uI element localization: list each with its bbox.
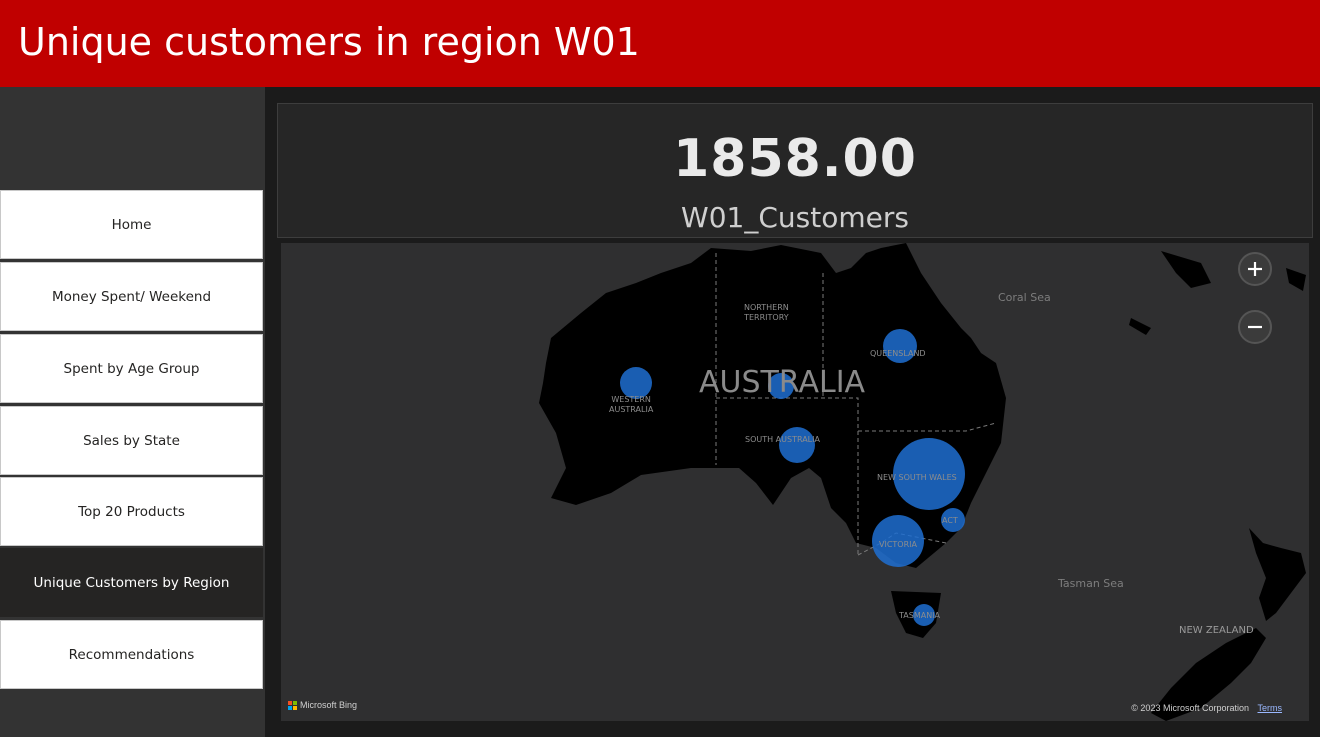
new-zealand-south-island	[1151, 628, 1266, 721]
bubble-tasmania	[913, 604, 935, 626]
page-title: Unique customers in region W01	[18, 20, 640, 64]
label-south-australia: SOUTH AUSTRALIA	[745, 435, 820, 444]
australia-landmass	[539, 243, 1006, 568]
nav-button-recommendations[interactable]: Recommendations	[0, 620, 263, 689]
label-coral-sea: Coral Sea	[998, 291, 1051, 304]
label-australia: AUSTRALIA	[699, 365, 866, 400]
nav-button-money-spent-weekend[interactable]: Money Spent/ Weekend	[0, 262, 263, 331]
bubble-queensland	[883, 329, 917, 363]
bing-label: Microsoft Bing	[300, 700, 358, 710]
papua-landmass	[1161, 251, 1211, 288]
microsoft-logo-icon	[288, 700, 297, 710]
nav-button-spent-by-age-group[interactable]: Spent by Age Group	[0, 334, 263, 403]
plus-icon	[1248, 262, 1262, 276]
map-attribution: © 2023 Microsoft Corporation Terms	[1131, 703, 1282, 713]
label-act: ACT	[942, 516, 958, 525]
map-canvas	[539, 243, 1306, 721]
kpi-label: W01_Customers	[681, 201, 909, 234]
label-northern-territory: NORTHERN TERRITORY	[744, 303, 789, 322]
bing-logo: Microsoft Bing	[288, 700, 357, 710]
bubble-act	[941, 508, 965, 532]
zoom-out-button[interactable]	[1238, 310, 1272, 344]
nav-button-home[interactable]: Home	[0, 190, 263, 259]
minus-icon	[1248, 325, 1262, 329]
label-new-zealand: NEW ZEALAND	[1179, 625, 1254, 636]
label-queensland: QUEENSLAND	[870, 349, 926, 358]
label-tasman-sea: Tasman Sea	[1058, 577, 1124, 590]
island-chain	[1129, 318, 1151, 335]
nav-button-unique-customers-by-region[interactable]: Unique Customers by Region	[0, 548, 263, 617]
map-visual[interactable]: NORTHERN TERRITORY QUEENSLAND WESTERN AU…	[281, 243, 1309, 721]
new-zealand-north-island	[1249, 528, 1306, 621]
label-tasmania: TASMANIA	[899, 611, 941, 620]
label-new-south-wales: NEW SOUTH WALES	[877, 473, 957, 482]
report-header: Unique customers in region W01	[0, 0, 1320, 87]
copyright-text: © 2023 Microsoft Corporation	[1131, 703, 1249, 713]
terms-link[interactable]: Terms	[1257, 703, 1283, 713]
nav-button-top-20-products[interactable]: Top 20 Products	[0, 477, 263, 546]
bubble-northern-territory	[768, 373, 794, 399]
bubble-victoria	[872, 515, 924, 567]
label-western-australia: WESTERN AUSTRALIA	[609, 395, 654, 414]
nav-button-sales-by-state[interactable]: Sales by State	[0, 406, 263, 475]
bubble-new-south-wales	[893, 438, 965, 510]
customer-bubbles	[620, 329, 965, 626]
island-chain-2	[1286, 268, 1306, 291]
label-victoria: VICTORIA	[879, 540, 917, 549]
zoom-in-button[interactable]	[1238, 252, 1272, 286]
bubble-western-australia	[620, 367, 652, 399]
bubble-south-australia	[779, 427, 815, 463]
kpi-value: 1858.00	[673, 129, 917, 189]
kpi-card[interactable]	[277, 103, 1313, 238]
